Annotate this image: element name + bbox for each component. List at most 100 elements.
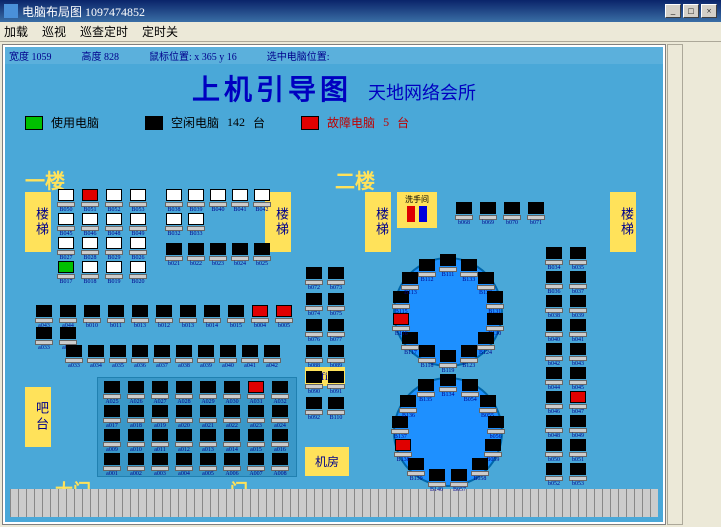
pc-a003[interactable]: a003 bbox=[151, 453, 169, 473]
pc-b015[interactable]: b015 bbox=[227, 305, 245, 325]
pc-a014[interactable]: a014 bbox=[223, 429, 241, 449]
pc-a038[interactable]: a038 bbox=[175, 345, 193, 365]
pc-B033[interactable]: B033 bbox=[187, 213, 205, 233]
pc-B112[interactable]: B112 bbox=[418, 259, 436, 279]
pc-B045[interactable]: B045 bbox=[57, 213, 75, 233]
pc-b090[interactable]: b090 bbox=[305, 371, 323, 391]
pc-b053[interactable]: b053 bbox=[569, 463, 587, 483]
pc-b010[interactable]: b010 bbox=[83, 305, 101, 325]
max-button[interactable]: □ bbox=[683, 4, 699, 18]
pc-a040[interactable]: a040 bbox=[219, 345, 237, 365]
pc-B040[interactable]: B040 bbox=[209, 189, 227, 209]
pc-b042[interactable]: b042 bbox=[545, 343, 563, 363]
pc-B042[interactable]: B042 bbox=[253, 189, 271, 209]
pc-A025[interactable]: A025 bbox=[103, 381, 121, 401]
pc-B138[interactable]: B138 bbox=[394, 439, 412, 459]
pc-b072[interactable]: b072 bbox=[305, 267, 323, 287]
pc-B029[interactable]: B029 bbox=[105, 237, 123, 257]
pc-B026[interactable]: B026 bbox=[129, 237, 147, 257]
pc-B028[interactable]: B028 bbox=[81, 237, 99, 257]
pc-B039[interactable]: B039 bbox=[187, 189, 205, 209]
pc-b004[interactable]: b004 bbox=[251, 305, 269, 325]
pc-a043[interactable]: a043 bbox=[35, 305, 53, 325]
pc-b089[interactable]: b089 bbox=[327, 345, 345, 365]
pc-b070[interactable]: b070 bbox=[503, 202, 521, 222]
pc-B020[interactable]: B020 bbox=[129, 261, 147, 281]
pc-b038[interactable]: b038 bbox=[545, 295, 563, 315]
pc-a023[interactable]: a023 bbox=[247, 405, 265, 425]
pc-B135[interactable]: B135 bbox=[417, 379, 435, 399]
pc-b035[interactable]: b035 bbox=[569, 247, 587, 267]
pc-B057[interactable]: B057 bbox=[450, 469, 468, 489]
pc-B054[interactable]: B054 bbox=[461, 379, 479, 399]
pc-b052[interactable]: b052 bbox=[545, 463, 563, 483]
pc-a024[interactable]: a024 bbox=[271, 405, 289, 425]
pc-b041[interactable]: b041 bbox=[569, 319, 587, 339]
pc-a019[interactable]: a019 bbox=[151, 405, 169, 425]
pc-a010[interactable]: a010 bbox=[127, 429, 145, 449]
pc-b040[interactable]: b040 bbox=[545, 319, 563, 339]
pc-a036[interactable]: a036 bbox=[131, 345, 149, 365]
pc-a017[interactable]: a017 bbox=[103, 405, 121, 425]
pc-b051[interactable]: b051 bbox=[569, 439, 587, 459]
pc-B052[interactable]: B052 bbox=[105, 189, 123, 209]
pc-B131[interactable]: B131 bbox=[486, 291, 504, 311]
pc-A008[interactable]: A008 bbox=[271, 453, 289, 473]
pc-b023[interactable]: b023 bbox=[209, 243, 227, 263]
pc-a002[interactable]: a002 bbox=[127, 453, 145, 473]
pc-a022[interactable]: a022 bbox=[223, 405, 241, 425]
pc-B055[interactable]: B055 bbox=[479, 395, 497, 415]
pc-B053[interactable]: B053 bbox=[129, 189, 147, 209]
pc-B019[interactable]: B019 bbox=[105, 261, 123, 281]
pc-a005[interactable]: a005 bbox=[199, 453, 217, 473]
pc-b012[interactable]: b012 bbox=[155, 305, 173, 325]
pc-a041[interactable]: a041 bbox=[241, 345, 259, 365]
pc-B124[interactable]: B124 bbox=[477, 332, 495, 352]
pc-B133[interactable]: B133 bbox=[460, 259, 478, 279]
min-button[interactable]: _ bbox=[665, 4, 681, 18]
pc-A006[interactable]: A006 bbox=[223, 453, 241, 473]
pc-b049[interactable]: b049 bbox=[569, 415, 587, 435]
pc-b075[interactable]: b075 bbox=[327, 293, 345, 313]
pc-B123[interactable]: B123 bbox=[460, 345, 478, 365]
pc-b076[interactable]: b076 bbox=[305, 319, 323, 339]
pc-a035[interactable]: a035 bbox=[109, 345, 127, 365]
pc-A026[interactable]: A026 bbox=[127, 381, 145, 401]
pc-B032[interactable]: B032 bbox=[165, 213, 183, 233]
pc-b022[interactable]: b022 bbox=[187, 243, 205, 263]
menu-load[interactable]: 加载 bbox=[4, 23, 28, 40]
pc-a021[interactable]: a021 bbox=[199, 405, 217, 425]
pc-a009[interactable]: a009 bbox=[103, 429, 121, 449]
pc-B140[interactable]: B140 bbox=[428, 469, 446, 489]
pc-b073[interactable]: b073 bbox=[327, 267, 345, 287]
pc-A007[interactable]: A007 bbox=[247, 453, 265, 473]
pc-B132[interactable]: B132 bbox=[477, 272, 495, 292]
pc-b013[interactable]: b013 bbox=[131, 305, 149, 325]
pc-B059[interactable]: B059 bbox=[484, 439, 502, 459]
pc-b077[interactable]: b077 bbox=[327, 319, 345, 339]
pc-b014[interactable]: b014 bbox=[203, 305, 221, 325]
pc-a044[interactable]: a044 bbox=[59, 305, 77, 325]
pc-B017[interactable]: B017 bbox=[57, 261, 75, 281]
pc-b092[interactable]: b092 bbox=[305, 397, 323, 417]
pc-b037[interactable]: b037 bbox=[569, 271, 587, 291]
pc-b005[interactable]: b005 bbox=[275, 305, 293, 325]
pc-a034[interactable]: a034 bbox=[87, 345, 105, 365]
menu-patrol[interactable]: 巡视 bbox=[42, 23, 66, 40]
pc-a001[interactable]: a001 bbox=[103, 453, 121, 473]
pc-B036[interactable]: B036 bbox=[545, 271, 563, 291]
pc-b021[interactable]: b021 bbox=[165, 243, 183, 263]
pc-a004[interactable]: a004 bbox=[175, 453, 193, 473]
pc-A027[interactable]: A027 bbox=[151, 381, 169, 401]
pc-a016[interactable]: a016 bbox=[271, 429, 289, 449]
menu-patrol-timer[interactable]: 巡查定时 bbox=[80, 23, 128, 40]
pc-a013[interactable]: a013 bbox=[199, 429, 217, 449]
pc-A032[interactable]: A032 bbox=[271, 381, 289, 401]
pc-a011[interactable]: a011 bbox=[151, 429, 169, 449]
pc-B027[interactable]: B027 bbox=[57, 237, 75, 257]
pc-B110[interactable]: B110 bbox=[327, 397, 345, 417]
close-button[interactable]: × bbox=[701, 4, 717, 18]
pc-a015[interactable]: a015 bbox=[247, 429, 265, 449]
pc-a018[interactable]: a018 bbox=[127, 405, 145, 425]
pc-a042[interactable]: a042 bbox=[263, 345, 281, 365]
